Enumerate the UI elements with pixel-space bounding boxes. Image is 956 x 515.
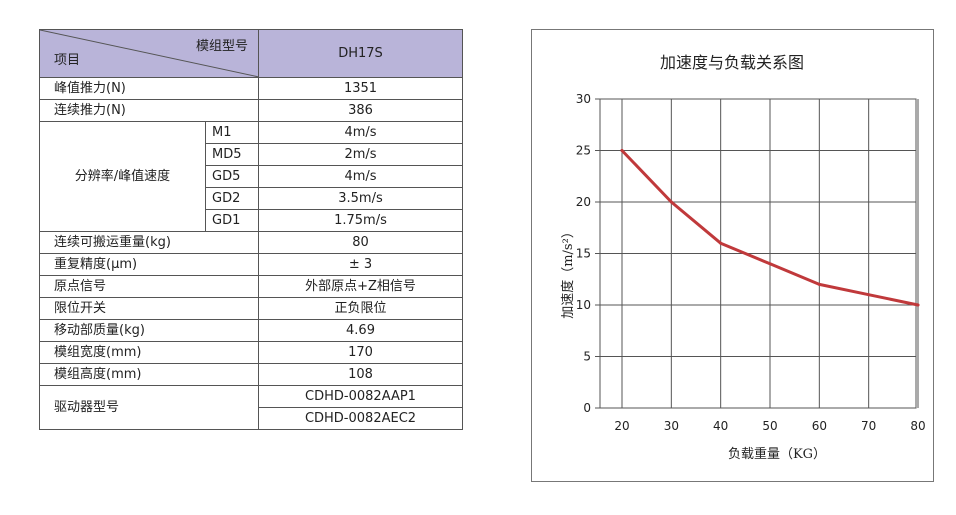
sub-label: GD1 [205, 209, 259, 232]
row-value: 外部原点+Z相信号 [258, 275, 463, 298]
table-row: GD2 3.5m/s [40, 187, 463, 210]
row-label: 重复精度(μm) [39, 253, 259, 276]
table-row: 驱动器型号 CDHD-0082AAP1 [39, 385, 463, 430]
x-tick-label: 40 [713, 419, 728, 433]
table-row: 移动部质量(kg) 4.69 [39, 319, 463, 342]
row-label: 原点信号 [39, 275, 259, 298]
chart-title: 加速度与负载关系图 [660, 53, 804, 72]
table-row: 限位开关 正负限位 [39, 297, 463, 320]
row-label-resolution: 分辨率/峰值速度 [39, 121, 206, 232]
row-value: 3.5m/s [258, 187, 463, 210]
sub-label: MD5 [205, 143, 259, 166]
table-row: MD5 2m/s [40, 143, 463, 166]
sub-label: GD2 [205, 187, 259, 210]
table-row: 连续可搬运重量(kg) 80 [39, 231, 463, 254]
acceleration-load-chart: 加速度与负载关系图 0 5 10 15 20 25 30 20 30 40 50 60 70 80 负载重… [560, 53, 926, 462]
data-point [719, 241, 723, 245]
y-tick-label: 25 [576, 144, 591, 158]
row-value: 2m/s [258, 143, 463, 166]
spec-table: 模组型号 项目 DH17S 峰值推力(N) 1351 连续推力(N) 386 分… [39, 29, 463, 430]
x-tick-label: 70 [861, 419, 876, 433]
x-tick-label: 60 [812, 419, 827, 433]
header-model-value: DH17S [258, 29, 463, 78]
row-label: 连续可搬运重量(kg) [39, 231, 259, 254]
row-label: 模组宽度(mm) [39, 341, 259, 364]
row-value: 4m/s [258, 165, 463, 188]
row-value: ± 3 [258, 253, 463, 276]
header-corner-cell: 模组型号 项目 [39, 29, 259, 78]
y-tick-label: 5 [583, 350, 591, 364]
y-tick-label: 20 [576, 195, 591, 209]
row-label: 移动部质量(kg) [39, 319, 259, 342]
row-value: CDHD-0082AEC2 [258, 407, 463, 430]
row-value: 正负限位 [258, 297, 463, 320]
table-row: 重复精度(μm) ± 3 [39, 253, 463, 276]
table-row: 分辨率/峰值速度 M1 4m/s [39, 121, 463, 232]
data-point [916, 303, 920, 307]
x-axis-label: 负载重量（KG） [728, 446, 826, 462]
table-row: 连续推力(N) 386 [39, 99, 463, 122]
table-row: 模组宽度(mm) 170 [39, 341, 463, 364]
row-value: 170 [258, 341, 463, 364]
axis-layer: 0 5 10 15 20 25 30 20 30 40 50 60 70 80 [576, 92, 926, 433]
y-tick-label: 15 [576, 247, 591, 261]
series-layer [620, 149, 920, 307]
row-value: 1351 [258, 77, 463, 100]
sub-label: M1 [205, 121, 259, 144]
row-value: 108 [258, 363, 463, 386]
x-tick-label: 20 [614, 419, 629, 433]
x-tick-label: 80 [910, 419, 925, 433]
data-point [867, 293, 871, 297]
y-axis-label: 加速度（m/s²） [560, 225, 576, 319]
row-value: 4.69 [258, 319, 463, 342]
data-point [768, 262, 772, 266]
row-label: 驱动器型号 [39, 385, 259, 430]
data-point [620, 149, 624, 152]
table-header-row: 模组型号 项目 DH17S [39, 29, 463, 78]
row-value: 80 [258, 231, 463, 254]
row-label: 限位开关 [39, 297, 259, 320]
x-tick-label: 30 [664, 419, 679, 433]
row-value: 386 [258, 99, 463, 122]
y-tick-label: 30 [576, 92, 591, 106]
table-row: CDHD-0082AEC2 [40, 407, 463, 430]
diagonal-divider [40, 30, 259, 77]
row-label: 连续推力(N) [39, 99, 259, 122]
table-row: 峰值推力(N) 1351 [39, 77, 463, 100]
y-tick-label: 10 [576, 298, 591, 312]
row-value: CDHD-0082AAP1 [258, 385, 463, 408]
data-point [669, 200, 673, 204]
data-point [817, 282, 821, 286]
row-label: 模组高度(mm) [39, 363, 259, 386]
table-row: GD1 1.75m/s [40, 209, 463, 232]
x-tick-label: 50 [762, 419, 777, 433]
row-value: 1.75m/s [258, 209, 463, 232]
row-label: 峰值推力(N) [39, 77, 259, 100]
sub-label: GD5 [205, 165, 259, 188]
header-model-label: 模组型号 [195, 39, 248, 54]
header-item-label: 项目 [54, 53, 81, 68]
grid-layer [599, 98, 919, 409]
chart-frame: 加速度与负载关系图 0 5 10 15 20 25 30 20 30 40 50 60 70 80 负载重… [531, 29, 934, 482]
table-row: 模组高度(mm) 108 [39, 363, 463, 386]
y-tick-label: 0 [583, 401, 591, 415]
table-row: 原点信号 外部原点+Z相信号 [39, 275, 463, 298]
row-value: 4m/s [258, 121, 463, 144]
